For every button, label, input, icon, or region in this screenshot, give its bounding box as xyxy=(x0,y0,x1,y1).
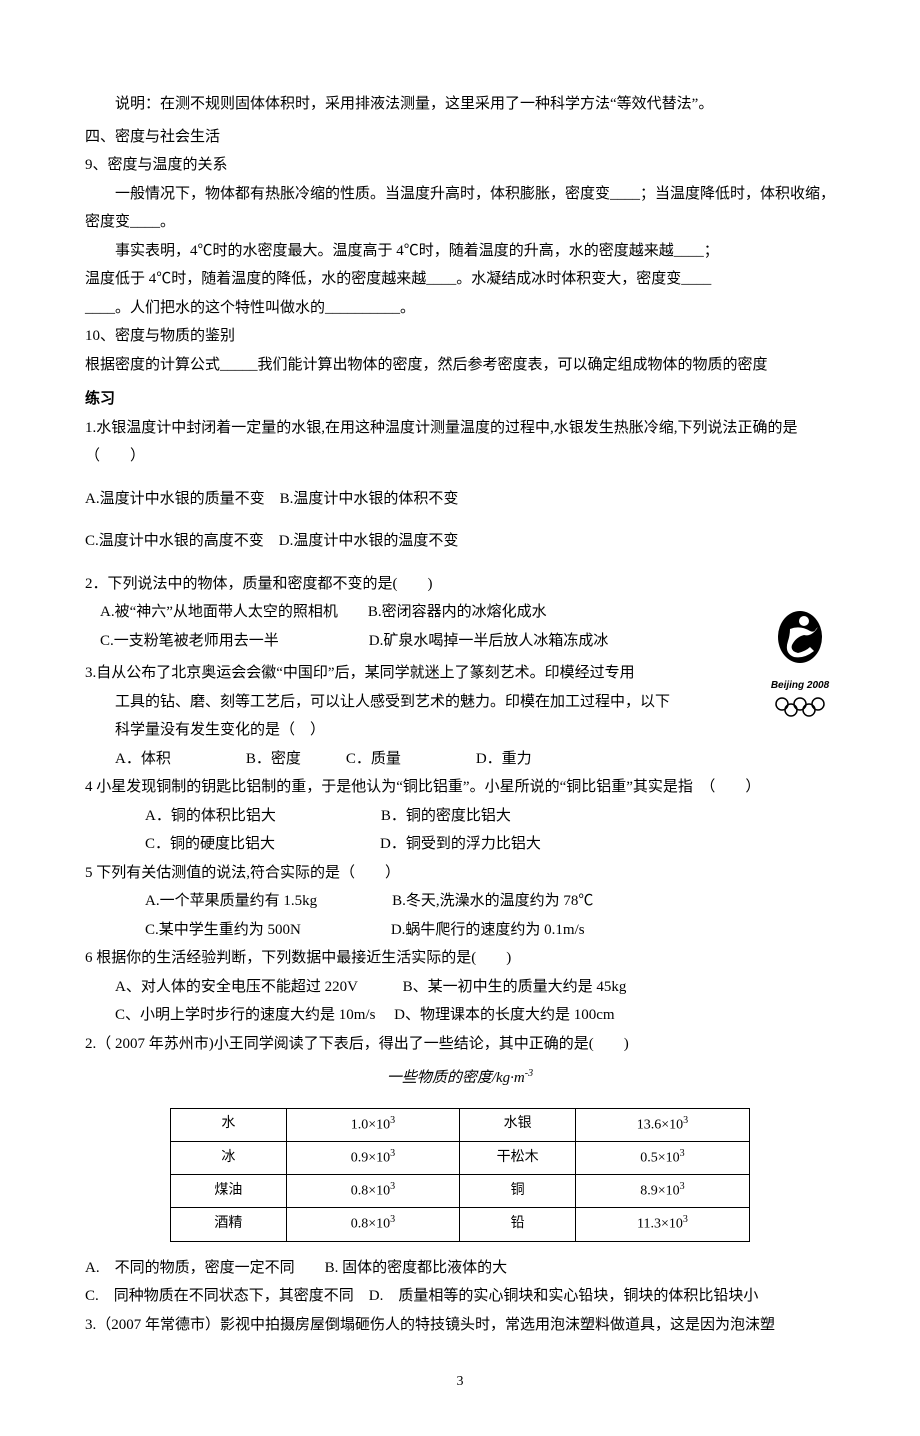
page-number: 3 xyxy=(85,1369,835,1396)
cell-substance: 干松木 xyxy=(460,1141,576,1174)
q1-stem: 1.水银温度计中封闭着一定量的水银,在用这种温度计测量温度的过程中,水银发生热胀… xyxy=(85,414,835,471)
page-container: 说明：在测不规则固体体积时，采用排液法测量，这里采用了一种科学方法“等效代替法”… xyxy=(0,0,920,1436)
cell-substance: 煤油 xyxy=(171,1175,287,1208)
q3-line1: 3.自从公布了北京奥运会会徽“中国印”后，某同学就迷上了篆刻艺术。印模经过专用 xyxy=(85,659,835,688)
q3-line2: 工具的钻、磨、刻等工艺后，可以让人感受到艺术的魅力。印模在加工过程中，以下 xyxy=(85,688,835,717)
cell-density: 11.3×103 xyxy=(575,1208,749,1241)
table-caption: 一些物质的密度/kg·m-3 xyxy=(85,1064,835,1093)
q2-stem: 2．下列说法中的物体，质量和密度都不变的是( ) xyxy=(85,570,835,599)
item9-title: 9、密度与温度的关系 xyxy=(85,151,835,180)
q4-options-cd: C．铜的硬度比铝大 D．铜受到的浮力比铝大 xyxy=(85,830,835,859)
density-table: 水1.0×103水银13.6×103冰0.9×103干松木0.5×103煤油0.… xyxy=(170,1108,750,1242)
beijing-2008-logo: Beijing 2008 xyxy=(760,607,840,729)
logo-text: Beijing 2008 xyxy=(760,676,840,695)
cell-density: 0.8×103 xyxy=(286,1175,459,1208)
q4-stem: 4 小星发现铜制的钥匙比铝制的重，于是他认为“铜比铝重”。小星所说的“铜比铝重”… xyxy=(85,773,835,802)
cell-substance: 水银 xyxy=(460,1108,576,1141)
cell-substance: 铅 xyxy=(460,1208,576,1241)
item9-p2: 事实表明，4℃时的水密度最大。温度高于 4℃时，随着温度的升高，水的密度越来越_… xyxy=(85,237,835,266)
cell-substance: 水 xyxy=(171,1108,287,1141)
q5-options-ab: A.一个苹果质量约有 1.5kg B.冬天,洗澡水的温度约为 78℃ xyxy=(85,887,835,916)
table-row: 冰0.9×103干松木0.5×103 xyxy=(171,1141,750,1174)
cell-substance: 冰 xyxy=(171,1141,287,1174)
table-row: 煤油0.8×103铜8.9×103 xyxy=(171,1175,750,1208)
cell-density: 8.9×103 xyxy=(575,1175,749,1208)
q6-options-cd: C、小明上学时步行的速度大约是 10m/s D、物理课本的长度大约是 100cm xyxy=(85,1001,835,1030)
item10-p1: 根据密度的计算公式_____我们能计算出物体的密度，然后参考密度表，可以确定组成… xyxy=(85,351,835,380)
cell-substance: 铜 xyxy=(460,1175,576,1208)
item9-p4: ____。人们把水的这个特性叫做水的__________。 xyxy=(85,294,835,323)
table-row: 水1.0×103水银13.6×103 xyxy=(171,1108,750,1141)
table-row: 酒精0.8×103铅11.3×103 xyxy=(171,1208,750,1241)
exercise-heading: 练习 xyxy=(85,385,835,414)
cell-density: 0.8×103 xyxy=(286,1208,459,1241)
section4-title: 四、密度与社会生活 xyxy=(85,123,835,152)
item9-p3: 温度低于 4℃时，随着温度的降低，水的密度越来越____。水凝结成冰时体积变大，… xyxy=(85,265,835,294)
cell-density: 0.9×103 xyxy=(286,1141,459,1174)
cell-substance: 酒精 xyxy=(171,1208,287,1241)
q1-options-ab: A.温度计中水银的质量不变 B.温度计中水银的体积不变 xyxy=(85,485,835,514)
q-last: 3.（2007 年常德市）影视中拍摄房屋倒塌砸伤人的特技镜头时，常选用泡沫塑料做… xyxy=(85,1311,835,1340)
q5-options-cd: C.某中学生重约为 500N D.蜗牛爬行的速度约为 0.1m/s xyxy=(85,916,835,945)
q1-options-cd: C.温度计中水银的高度不变 D.温度计中水银的温度不变 xyxy=(85,527,835,556)
intro-note: 说明：在测不规则固体体积时，采用排液法测量，这里采用了一种科学方法“等效代替法”… xyxy=(85,90,835,119)
item9-p1: 一般情况下，物体都有热胀冷缩的性质。当温度升高时，体积膨胀，密度变____；当温… xyxy=(85,180,835,237)
q3-options: A．体积 B．密度 C．质量 D．重力 xyxy=(85,745,835,774)
dancing-figure-icon xyxy=(770,607,830,667)
after-table-l2: C. 同种物质在不同状态下，其密度不同 D. 质量相等的实心铜块和实心铅块，铜块… xyxy=(85,1282,835,1311)
item10-title: 10、密度与物质的鉴别 xyxy=(85,322,835,351)
q6-stem: 6 根据你的生活经验判断，下列数据中最接近生活实际的是( ) xyxy=(85,944,835,973)
cell-density: 1.0×103 xyxy=(286,1108,459,1141)
table-caption-sup: -3 xyxy=(525,1068,533,1079)
q2-options-ab: A.被“神六”从地面带人太空的照相机 B.密闭容器内的冰熔化成水 xyxy=(85,598,835,627)
cell-density: 0.5×103 xyxy=(575,1141,749,1174)
q6-options-ab: A、对人体的安全电压不能超过 220V B、某一初中生的质量大约是 45kg xyxy=(85,973,835,1002)
q2-options-cd: C.一支粉笔被老师用去一半 D.矿泉水喝掉一半后放人冰箱冻成冰 xyxy=(85,627,835,656)
q3-line3: 科学量没有发生变化的是（ ） xyxy=(85,716,835,745)
table-caption-text: 一些物质的密度/kg·m xyxy=(387,1070,525,1086)
q5-stem: 5 下列有关估测值的说法,符合实际的是（ ） xyxy=(85,859,835,888)
cell-density: 13.6×103 xyxy=(575,1108,749,1141)
after-table-l1: A. 不同的物质，密度一定不同 B. 固体的密度都比液体的大 xyxy=(85,1254,835,1283)
q-table-stem: 2.（ 2007 年苏州市)小王同学阅读了下表后，得出了一些结论，其中正确的是(… xyxy=(85,1030,835,1059)
q4-options-ab: A．铜的体积比铝大 B．铜的密度比铝大 xyxy=(85,802,835,831)
olympic-rings-icon xyxy=(760,695,840,730)
